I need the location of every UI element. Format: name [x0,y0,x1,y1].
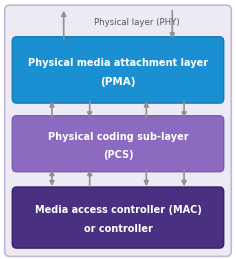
FancyBboxPatch shape [12,187,224,248]
Text: (PCS): (PCS) [103,150,133,160]
Text: Physical layer (PHY): Physical layer (PHY) [94,18,180,26]
FancyBboxPatch shape [12,37,224,103]
Text: Physical coding sub-layer: Physical coding sub-layer [48,132,188,142]
Text: Physical media attachment layer: Physical media attachment layer [28,58,208,68]
FancyBboxPatch shape [12,116,224,172]
Text: or controller: or controller [84,224,152,234]
Text: Media access controller (MAC): Media access controller (MAC) [34,205,202,215]
FancyBboxPatch shape [5,5,231,256]
Text: (PMA): (PMA) [100,77,136,88]
